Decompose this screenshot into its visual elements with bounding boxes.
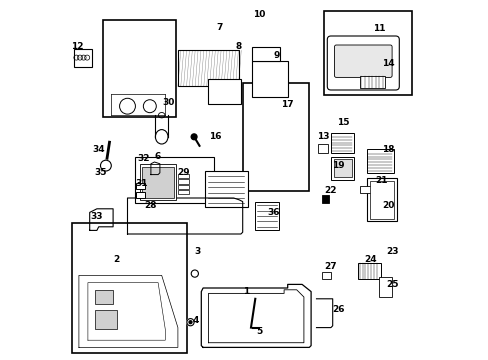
Text: 21: 21 [374,176,387,185]
Bar [73,49,91,67]
Text: 12: 12 [71,42,83,51]
Circle shape [120,98,135,114]
Text: 35: 35 [94,168,106,177]
Bar [251,61,287,97]
Text: 22: 22 [324,186,336,195]
Circle shape [189,321,192,324]
Text: 16: 16 [209,132,222,141]
FancyBboxPatch shape [178,50,239,86]
FancyBboxPatch shape [334,45,391,77]
Bar [136,192,144,198]
Circle shape [191,134,197,140]
Text: 23: 23 [385,248,398,256]
Bar [333,159,351,177]
Text: 20: 20 [382,201,394,210]
Text: 6: 6 [155,152,161,161]
Bar [178,190,188,194]
Text: 5: 5 [255,327,262,336]
Bar [178,174,188,178]
Bar [178,179,188,184]
Text: 18: 18 [382,145,394,154]
Text: 26: 26 [331,305,344,314]
Text: 34: 34 [92,145,105,154]
Bar [142,167,174,198]
Bar [359,76,384,88]
Text: 11: 11 [372,24,385,33]
Bar [255,202,278,230]
Bar [321,272,330,279]
Bar [204,171,247,207]
Bar [330,157,354,180]
Bar [357,263,381,279]
Text: 29: 29 [177,168,189,177]
Circle shape [186,319,194,326]
Bar [103,20,176,117]
Text: 14: 14 [382,59,394,68]
Text: 17: 17 [281,100,293,109]
Text: 1: 1 [243,287,249,296]
Bar [366,149,393,173]
Bar [366,178,397,221]
Circle shape [191,270,198,277]
Text: 9: 9 [273,51,280,60]
Text: 4: 4 [192,316,199,325]
FancyBboxPatch shape [326,36,399,90]
Bar [369,181,393,219]
Circle shape [101,160,111,171]
Bar [140,164,176,200]
Bar [95,310,117,329]
Text: 24: 24 [364,255,376,264]
Bar [72,223,186,353]
Bar [317,144,328,153]
Bar [208,79,241,104]
Text: 33: 33 [90,212,103,220]
Bar [379,277,391,297]
Bar [95,290,113,304]
Bar [330,133,354,153]
Text: 7: 7 [216,23,222,32]
Bar [323,11,411,95]
Text: 27: 27 [324,262,337,271]
Circle shape [143,100,156,113]
Text: 3: 3 [194,248,201,256]
Text: 30: 30 [163,98,175,107]
Bar [251,47,280,61]
Bar [136,183,144,189]
Bar [242,83,309,191]
Text: 32: 32 [137,154,150,163]
Bar [134,157,213,203]
Bar [321,195,329,203]
Text: 15: 15 [337,118,349,127]
Text: 2: 2 [113,255,120,264]
Text: 8: 8 [236,42,242,51]
Text: 19: 19 [331,161,344,170]
Text: 25: 25 [385,280,398,289]
Polygon shape [151,162,160,175]
Text: 13: 13 [317,132,329,141]
Text: 36: 36 [266,208,279,217]
Ellipse shape [155,130,168,144]
Text: 10: 10 [252,10,264,19]
Text: 31: 31 [135,179,148,188]
Bar [359,186,377,193]
Text: 28: 28 [144,201,157,210]
Bar [178,185,188,189]
